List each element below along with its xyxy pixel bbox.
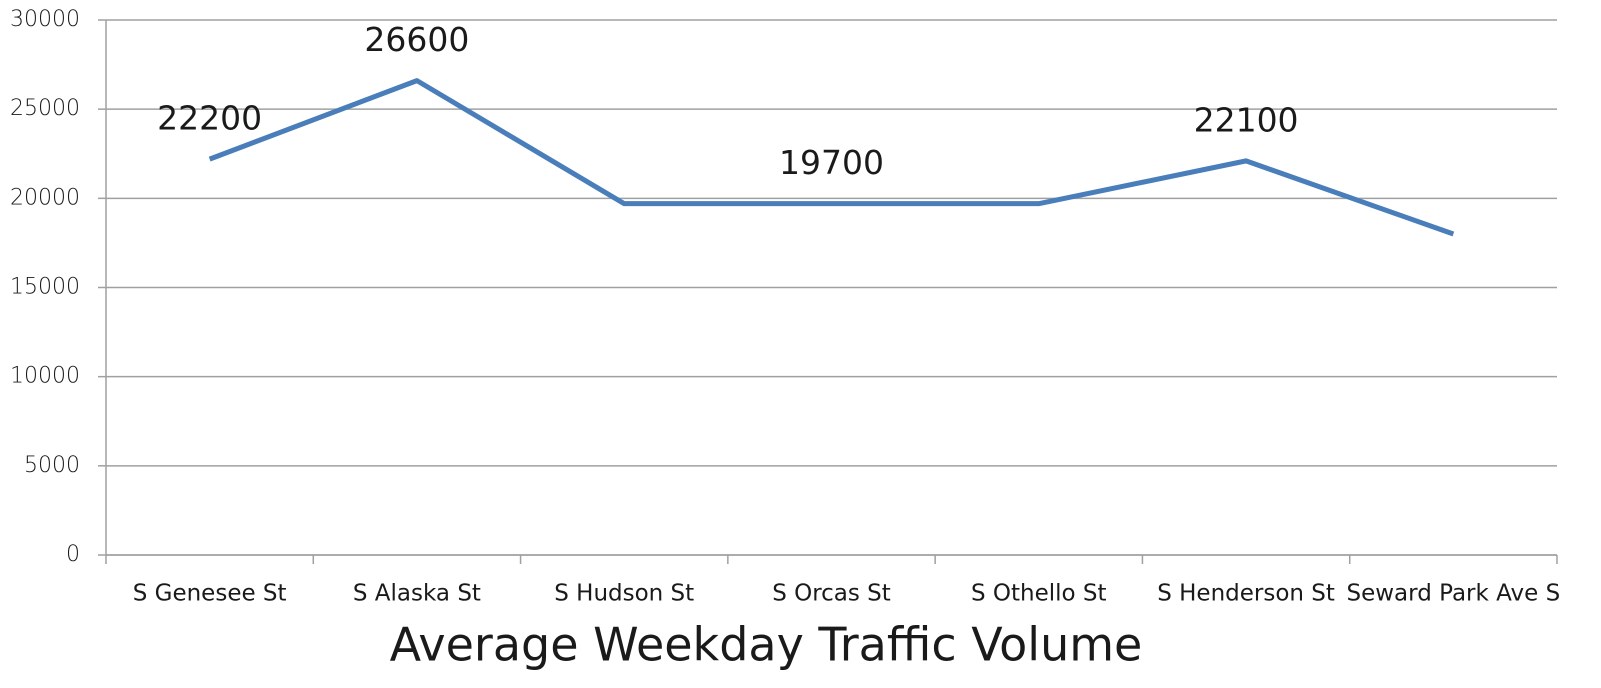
y-tick-label: 15000 <box>10 275 80 300</box>
x-tick-label: S Henderson St <box>1157 581 1335 607</box>
x-tick-label: Seward Park Ave S <box>1347 581 1561 607</box>
data-label: 19700 <box>779 143 884 182</box>
y-tick-label: 0 <box>66 542 80 567</box>
data-label: 22200 <box>157 99 262 138</box>
y-tick-label: 25000 <box>10 96 80 121</box>
chart-title: Average Weekday Traffic Volume <box>390 618 1143 672</box>
x-tick-label: S Orcas St <box>772 581 891 607</box>
x-tick-label: S Genesee St <box>133 581 287 607</box>
data-label: 22100 <box>1194 100 1299 139</box>
y-tick-label: 10000 <box>10 364 80 389</box>
y-tick-label: 5000 <box>24 453 80 478</box>
x-tick-label: S Hudson St <box>554 581 694 607</box>
x-tick-label: S Alaska St <box>353 581 481 607</box>
data-label: 26600 <box>364 20 469 59</box>
series-line <box>208 78 1455 237</box>
y-tick-label: 20000 <box>10 185 80 210</box>
y-tick-label: 30000 <box>10 7 80 32</box>
x-tick-label: S Othello St <box>971 581 1107 607</box>
